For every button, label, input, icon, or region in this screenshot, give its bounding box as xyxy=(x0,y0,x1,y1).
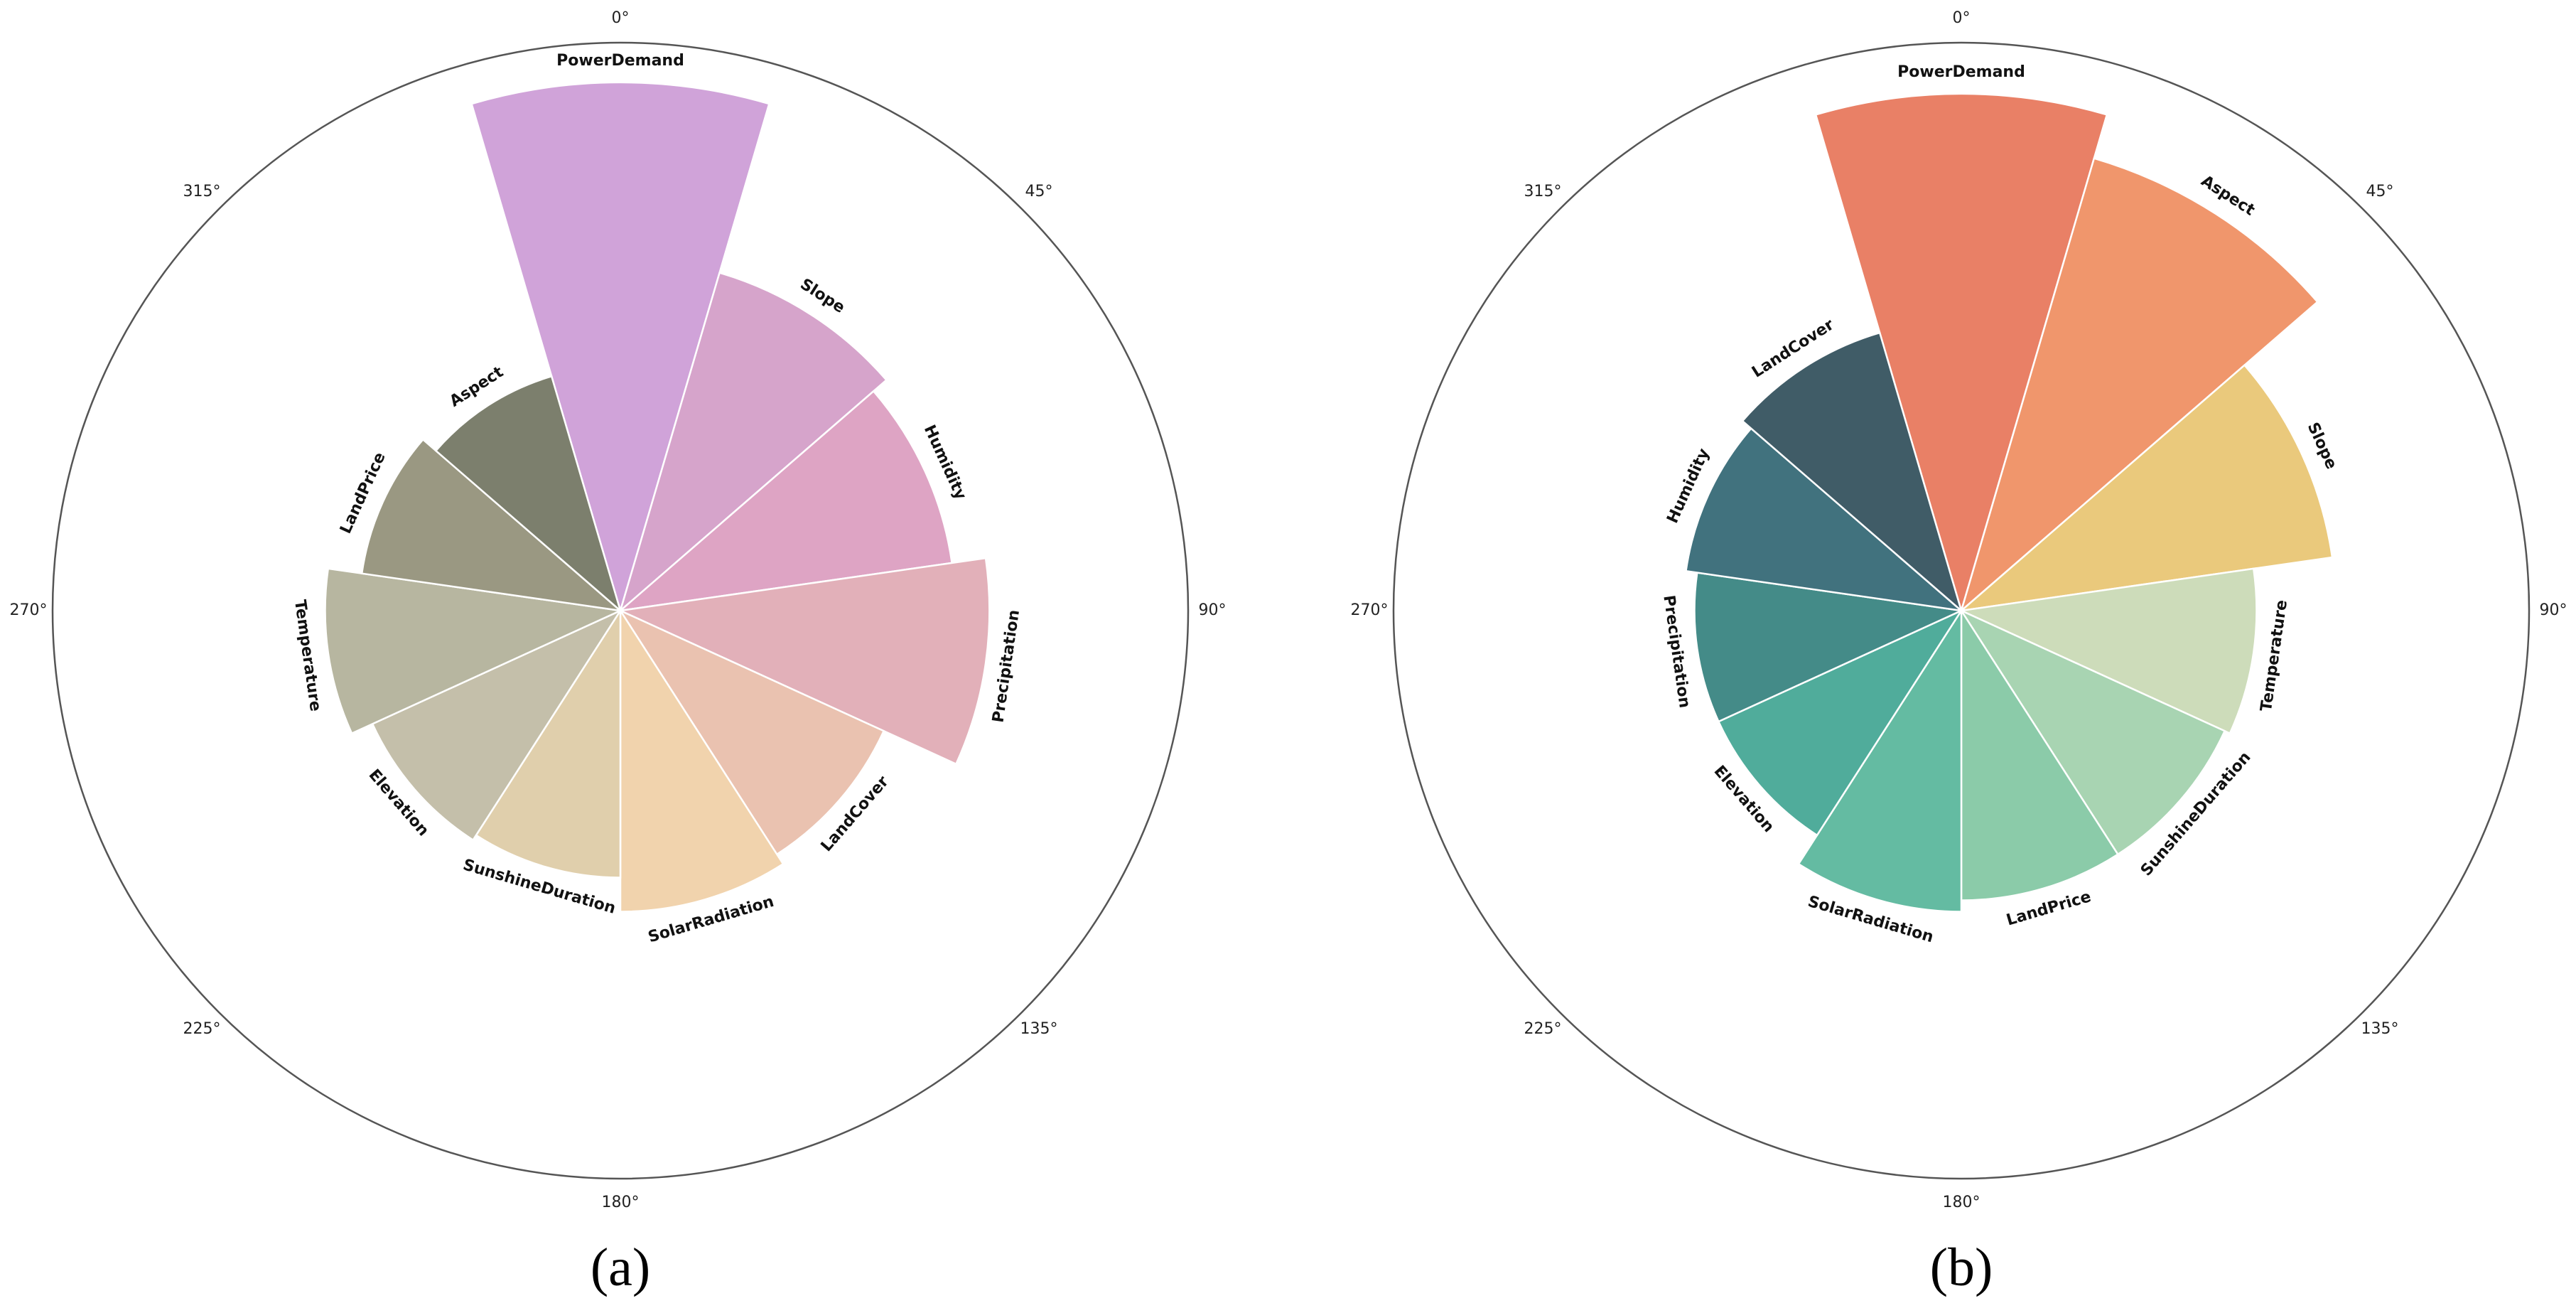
bar-powerdemand-a xyxy=(470,81,770,614)
outer-ring-a xyxy=(51,41,1190,1180)
angle-tick-0-a: 0° xyxy=(612,9,630,27)
bar-temperature-a xyxy=(324,567,624,735)
angle-tick-180-a: 180° xyxy=(602,1194,640,1211)
angle-tick-270-a: 270° xyxy=(10,601,48,619)
bar-landcover-b xyxy=(1741,331,1963,613)
angle-tick-0-b: 0° xyxy=(1953,9,1971,27)
angle-tick-180-b: 180° xyxy=(1943,1194,1980,1211)
panel-label-a: (a) xyxy=(591,1238,650,1297)
bar-elevation-a xyxy=(371,609,623,842)
polar-chart-a: PowerDemandSlopeHumidityPrecipitationLan… xyxy=(10,9,1227,1297)
bar-solarradiation-b xyxy=(1797,607,1963,913)
angle-tick-135-a: 135° xyxy=(1020,1020,1058,1038)
angle-tick-90-a: 90° xyxy=(1199,601,1227,619)
bar-landprice-b xyxy=(1960,607,2120,901)
bar-aspect-a xyxy=(434,375,623,613)
bar-label-temperature-b: Temperature xyxy=(2258,599,2291,712)
outer-ring-b xyxy=(1392,41,2531,1180)
bar-humidity-b xyxy=(1685,427,1965,612)
angle-tick-270-b: 270° xyxy=(1351,601,1389,619)
bar-elevation-b xyxy=(1717,609,1964,837)
bar-label-powerdemand-a: PowerDemand xyxy=(556,52,684,70)
polar-chart-b: PowerDemandAspectSlopeTemperatureSunshin… xyxy=(1351,9,2567,1297)
angle-tick-45-b: 45° xyxy=(2366,183,2394,200)
panel-label-b: (b) xyxy=(1930,1238,1993,1297)
angle-tick-315-b: 315° xyxy=(1524,183,1561,200)
angle-tick-45-a: 45° xyxy=(1025,183,1053,200)
angle-tick-90-b: 90° xyxy=(2540,601,2567,619)
bar-sunshineduration-b xyxy=(1958,609,2226,856)
bar-landcover-a xyxy=(618,609,885,856)
bar-landprice-a xyxy=(360,438,624,612)
angle-tick-225-a: 225° xyxy=(183,1020,220,1038)
bar-powerdemand-b xyxy=(1814,92,2108,614)
bar-precipitation-b xyxy=(1693,572,1965,723)
bar-temperature-b xyxy=(1958,567,2258,735)
bar-slope-a xyxy=(618,272,888,613)
bar-label-temperature-a: Temperature xyxy=(291,599,324,712)
bar-label-precipitation-b: Precipitation xyxy=(1659,594,1693,709)
bar-label-powerdemand-b: PowerDemand xyxy=(1897,63,2025,81)
bar-slope-b xyxy=(1958,363,2334,612)
bar-sunshineduration-a xyxy=(475,607,622,879)
angle-tick-225-b: 225° xyxy=(1524,1020,1561,1038)
bar-solarradiation-a xyxy=(619,607,785,913)
angle-tick-135-b: 135° xyxy=(2361,1020,2399,1038)
bar-label-precipitation-a: Precipitation xyxy=(990,609,1024,724)
bar-aspect-b xyxy=(1959,157,2319,613)
bar-humidity-a xyxy=(617,390,954,612)
bar-label-slope-b: Slope xyxy=(2304,420,2340,472)
bar-precipitation-a xyxy=(617,557,991,766)
angle-tick-315-a: 315° xyxy=(183,183,220,200)
